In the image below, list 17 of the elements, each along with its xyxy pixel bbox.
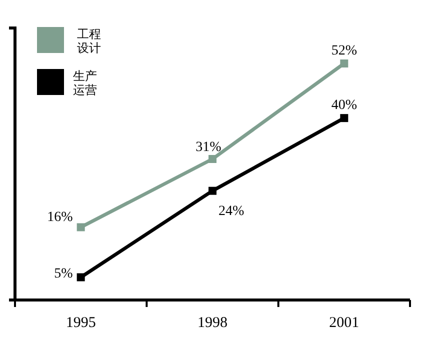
legend-label: 工程设计 [77,27,101,55]
point [76,273,85,282]
data-label: 31% [196,140,222,155]
data-label: 52% [331,43,358,58]
data-label: 24% [218,204,244,219]
point [340,114,348,122]
data-label: 5% [54,266,74,282]
point [76,223,85,232]
legend-label: 生产运营 [73,69,97,97]
point [340,59,348,68]
x-tick-label: 1998 [198,315,228,331]
x-tick-label: 2001 [329,315,360,331]
data-label: 40% [331,98,358,114]
x-tick-label: 1995 [66,315,96,331]
point [208,186,216,195]
data-label: 16% [47,210,74,226]
point [208,154,216,163]
